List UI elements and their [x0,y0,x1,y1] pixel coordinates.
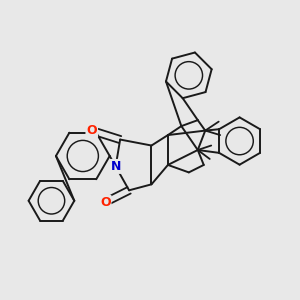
Text: O: O [86,124,97,137]
Text: N: N [110,160,121,173]
Text: O: O [100,196,110,209]
